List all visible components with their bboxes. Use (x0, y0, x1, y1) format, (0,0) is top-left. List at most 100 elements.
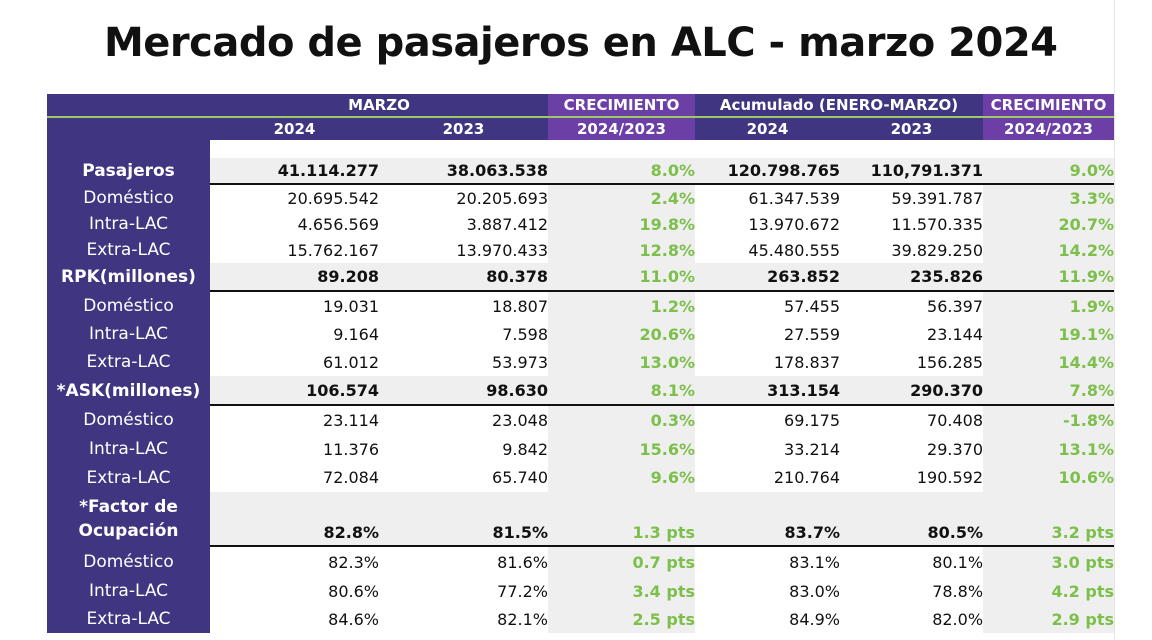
value-marzo-2024: 9.164 (333, 324, 379, 344)
spacer-row (47, 140, 1115, 158)
growth-acum: 14.2% (983, 237, 1115, 263)
page-edge-divider (1114, 0, 1115, 640)
row-label: Doméstico (47, 291, 210, 320)
header-row-years: 2024 2023 2024/2023 2024 2023 2024/2023 (47, 117, 1115, 140)
growth-marzo: 8.0% (548, 158, 695, 185)
header-crecimiento-1: CRECIMIENTO (548, 94, 695, 118)
growth-acum: -1.8% (983, 405, 1115, 435)
table-row: Intra-LAC 80.6% 77.2% 3.4 pts 83.0% 78.8… (47, 577, 1115, 605)
value-marzo-2023: 53.973 (492, 352, 548, 372)
value-acum-2023: 70.408 (927, 411, 984, 430)
value-marzo-2024: 89.208 (210, 263, 379, 292)
table-row: Extra-LAC 84.6% 82.1% 2.5 pts 84.9% 82.0… (47, 605, 1115, 633)
value-marzo-2023: 3.887.412 (466, 214, 548, 234)
row-label: *ASK(millones) (47, 376, 210, 405)
value-acum-2023: 110,791.371 (840, 158, 984, 185)
value-acum-2023: 190.592 (916, 468, 984, 487)
value-marzo-2024: 82.3% (328, 552, 379, 572)
growth-marzo: 20.6% (548, 320, 695, 348)
value-marzo-2024: 41.114.277 (210, 158, 379, 185)
value-acum-2024: 83.7% (695, 492, 840, 547)
row-label: RPK(millones) (47, 263, 210, 291)
table-row: Extra-LAC 72.084 65.740 9.6% 210.764 190… (47, 463, 1115, 492)
page-title: Mercado de pasajeros en ALC - marzo 2024 (104, 20, 1058, 66)
row-label: Extra-LAC (47, 348, 210, 376)
value-acum-2024: 13.970.672 (748, 214, 840, 234)
growth-marzo: 0.3% (548, 405, 695, 435)
value-marzo-2023: 81.5% (379, 492, 548, 547)
growth-acum: 3.0 pts (983, 546, 1115, 577)
value-acum-2024: 83.1% (789, 552, 840, 572)
value-marzo-2023: 81.6% (497, 552, 548, 572)
value-acum-2024: 61.347.539 (748, 188, 840, 208)
value-marzo-2023: 77.2% (497, 581, 548, 601)
table-row: Pasajeros 41.114.277 38.063.538 8.0% 120… (47, 158, 1115, 185)
value-acum-2024: 57.455 (784, 296, 840, 316)
row-label-line-2: Ocupación (78, 521, 179, 541)
row-label: Extra-LAC (47, 237, 210, 263)
row-label: Doméstico (47, 405, 210, 435)
table-row: Intra-LAC 9.164 7.598 20.6% 27.559 23.14… (47, 320, 1115, 348)
value-marzo-2024: 84.6% (328, 609, 379, 629)
value-acum-2024: 27.559 (784, 324, 840, 344)
header-row-groups: MARZO CRECIMIENTO Acumulado (ENERO-MARZO… (47, 94, 1115, 118)
growth-acum: 2.9 pts (983, 605, 1115, 633)
value-marzo-2024: 106.574 (210, 376, 379, 406)
value-marzo-2023: 65.740 (492, 468, 548, 487)
header-corner (47, 94, 210, 118)
growth-acum: 1.9% (983, 291, 1115, 320)
value-marzo-2024: 82.8% (210, 492, 379, 547)
table-row: *ASK(millones) 106.574 98.630 8.1% 313.1… (47, 376, 1115, 406)
table-row: Extra-LAC 15.762.167 13.970.433 12.8% 45… (47, 237, 1115, 263)
value-marzo-2023: 23.048 (492, 411, 548, 430)
growth-marzo: 1.2% (548, 291, 695, 320)
growth-acum: 3.2 pts (983, 492, 1115, 547)
table-row: Intra-LAC 11.376 9.842 15.6% 33.214 29.3… (47, 435, 1115, 463)
value-acum-2024: 83.0% (789, 581, 840, 601)
growth-acum: 14.4% (983, 348, 1115, 376)
growth-acum: 10.6% (983, 463, 1115, 492)
table-row: RPK(millones) 89.208 80.378 11.0% 263.85… (47, 263, 1115, 292)
growth-marzo: 2.4% (548, 184, 695, 211)
row-label-line-1: *Factor de (79, 497, 178, 517)
value-marzo-2023: 20.205.693 (456, 188, 548, 208)
value-marzo-2023: 13.970.433 (456, 240, 548, 260)
row-label: Pasajeros (47, 158, 210, 184)
value-marzo-2024: 23.114 (323, 411, 379, 430)
header-2024-acumulado: 2024 (695, 117, 840, 140)
growth-acum: 11.9% (983, 263, 1115, 292)
value-acum-2023: 39.829.250 (891, 240, 984, 260)
value-acum-2024: 120.798.765 (695, 158, 840, 185)
value-acum-2024: 210.764 (773, 468, 840, 487)
value-acum-2023: 235.826 (840, 263, 984, 292)
value-acum-2024: 84.9% (789, 609, 840, 629)
growth-marzo: 15.6% (548, 435, 695, 463)
value-acum-2023: 56.397 (927, 296, 984, 316)
header-2024-marzo: 2024 (210, 117, 379, 140)
value-acum-2023: 80.1% (932, 552, 984, 572)
table-row: Doméstico 82.3% 81.6% 0.7 pts 83.1% 80.1… (47, 546, 1115, 577)
header-crecimiento-2: CRECIMIENTO (983, 94, 1115, 118)
value-marzo-2024: 19.031 (323, 296, 379, 316)
value-acum-2023: 11.570.335 (891, 214, 984, 234)
row-label: Extra-LAC (47, 605, 210, 633)
value-marzo-2023: 18.807 (492, 296, 548, 316)
row-label: Intra-LAC (47, 320, 210, 348)
growth-acum: 3.3% (983, 184, 1115, 211)
value-acum-2023: 29.370 (927, 439, 984, 459)
header-2023-marzo: 2023 (379, 117, 548, 140)
growth-acum: 19.1% (983, 320, 1115, 348)
value-marzo-2023: 9.842 (502, 439, 548, 459)
table-row: Extra-LAC 61.012 53.973 13.0% 178.837 15… (47, 348, 1115, 376)
value-marzo-2024: 4.656.569 (297, 214, 379, 234)
row-label: *Factor de Ocupación (47, 492, 210, 546)
value-marzo-2024: 11.376 (323, 439, 379, 459)
header-2023-acumulado: 2023 (840, 117, 984, 140)
growth-marzo: 19.8% (548, 211, 695, 237)
value-acum-2023: 23.144 (927, 324, 984, 344)
growth-marzo: 0.7 pts (548, 546, 695, 577)
value-marzo-2024: 80.6% (328, 581, 379, 601)
value-marzo-2023: 7.598 (502, 324, 548, 344)
passenger-market-table: MARZO CRECIMIENTO Acumulado (ENERO-MARZO… (47, 94, 1115, 633)
growth-acum: 9.0% (983, 158, 1115, 185)
